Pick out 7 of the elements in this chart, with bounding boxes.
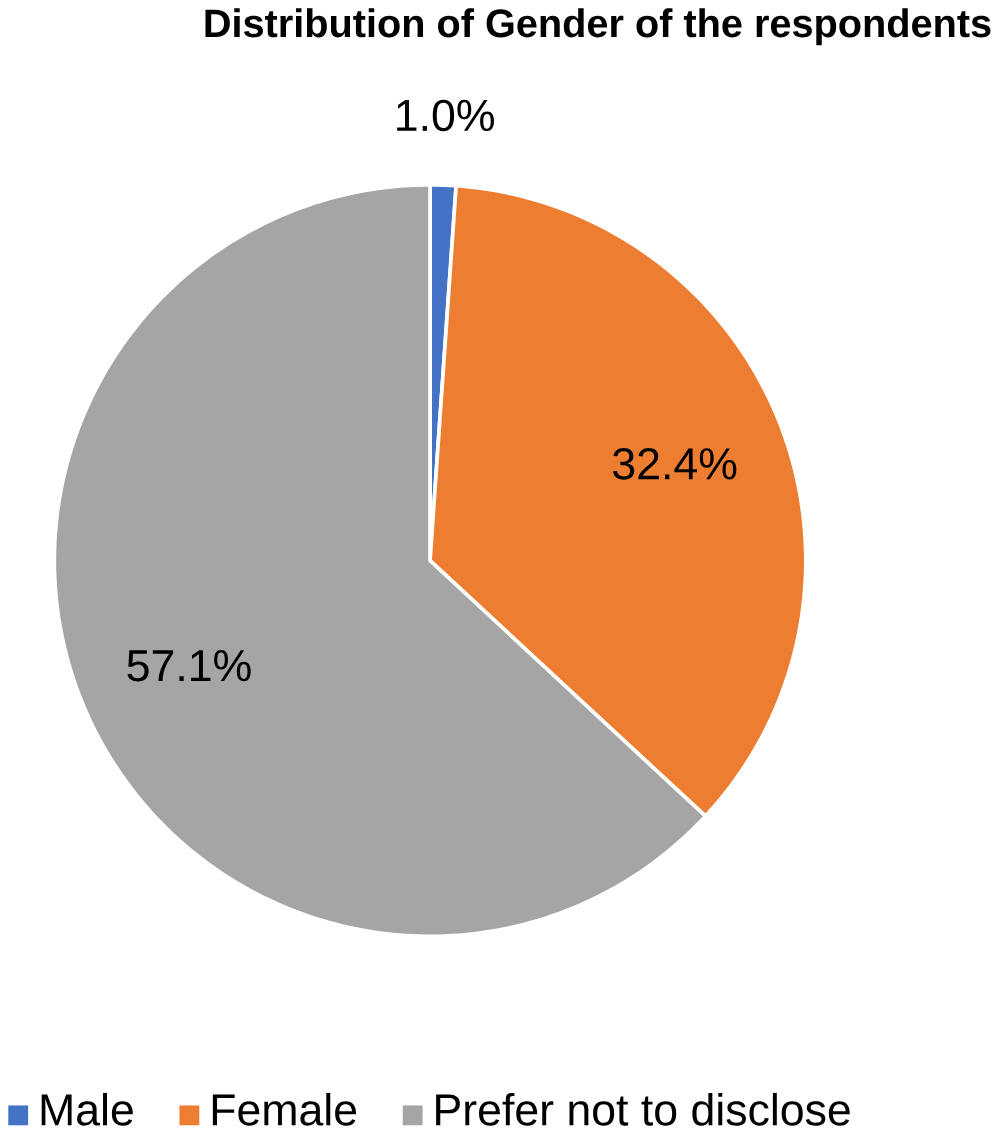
data-label: 1.0% bbox=[397, 99, 494, 132]
data-label: 32.4% bbox=[612, 448, 737, 480]
chart-title: Distribution of Gender of the respondents bbox=[205, 8, 991, 46]
legend-label: Prefer not to disclose bbox=[435, 1092, 850, 1126]
legend-label: Female bbox=[212, 1092, 356, 1126]
legend-label: Male bbox=[41, 1092, 133, 1126]
data-label: 57.1% bbox=[127, 650, 251, 682]
